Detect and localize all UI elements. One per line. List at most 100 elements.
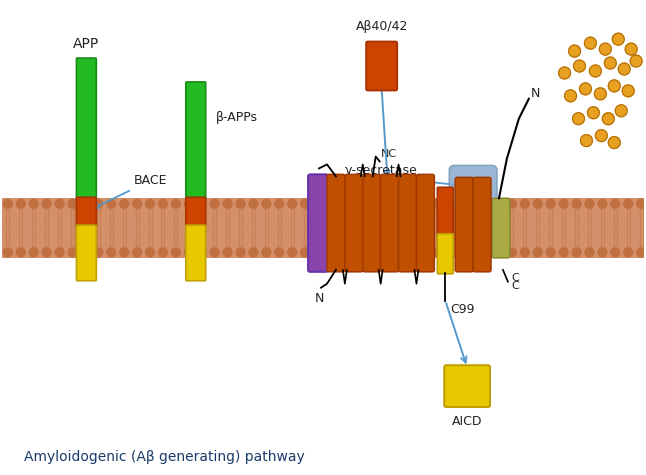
Circle shape [107,199,116,208]
Circle shape [378,248,387,257]
Circle shape [223,199,232,208]
Circle shape [326,199,335,208]
Circle shape [171,199,180,208]
Circle shape [184,248,193,257]
FancyBboxPatch shape [76,58,96,199]
Circle shape [559,67,570,79]
Circle shape [391,248,400,257]
Circle shape [507,248,516,257]
Circle shape [132,248,141,257]
Circle shape [572,199,581,208]
Circle shape [609,137,620,149]
Circle shape [145,199,154,208]
Circle shape [637,248,645,257]
Circle shape [262,199,271,208]
Circle shape [365,199,374,208]
Circle shape [55,199,64,208]
Circle shape [609,80,620,92]
Circle shape [594,88,607,100]
Circle shape [223,248,232,257]
Circle shape [184,199,193,208]
Circle shape [611,248,620,257]
Circle shape [622,85,634,97]
Circle shape [29,248,38,257]
Circle shape [42,199,51,208]
Circle shape [391,199,400,208]
Circle shape [618,63,630,75]
Text: N: N [315,292,324,304]
Circle shape [565,90,576,102]
Text: C99: C99 [450,303,475,315]
FancyBboxPatch shape [380,174,399,272]
Text: NC: NC [380,150,397,160]
Circle shape [455,199,464,208]
Circle shape [443,199,452,208]
Text: AICD: AICD [452,415,483,428]
Circle shape [287,248,297,257]
Circle shape [326,248,335,257]
Circle shape [520,199,529,208]
Text: Aβ40/42: Aβ40/42 [355,20,408,33]
Text: γ-secretase: γ-secretase [345,164,417,177]
Text: N: N [531,87,540,100]
Circle shape [417,248,426,257]
Circle shape [107,248,116,257]
Circle shape [197,248,206,257]
Circle shape [589,65,601,77]
FancyBboxPatch shape [76,225,96,281]
Circle shape [171,248,180,257]
Circle shape [494,248,503,257]
Circle shape [275,199,284,208]
Circle shape [611,199,620,208]
Circle shape [574,60,585,72]
Circle shape [68,248,77,257]
Circle shape [615,105,627,117]
FancyBboxPatch shape [327,174,345,272]
Circle shape [275,248,284,257]
Circle shape [120,248,129,257]
Circle shape [585,37,596,49]
Circle shape [507,199,516,208]
Circle shape [404,199,413,208]
Circle shape [210,248,219,257]
Circle shape [602,113,614,124]
FancyBboxPatch shape [473,177,491,272]
FancyBboxPatch shape [186,197,205,227]
FancyBboxPatch shape [363,174,380,272]
Circle shape [81,248,90,257]
Circle shape [197,199,206,208]
Circle shape [262,248,271,257]
Circle shape [625,43,637,55]
Circle shape [598,248,607,257]
Circle shape [443,248,452,257]
Circle shape [404,248,413,257]
Circle shape [572,248,581,257]
Circle shape [585,248,594,257]
Circle shape [599,43,611,55]
Circle shape [568,45,581,57]
Circle shape [520,248,529,257]
Circle shape [559,248,568,257]
Circle shape [236,199,245,208]
Circle shape [559,199,568,208]
Circle shape [287,199,297,208]
Circle shape [546,199,555,208]
Circle shape [16,248,25,257]
Circle shape [624,199,632,208]
Circle shape [365,248,374,257]
Circle shape [249,199,258,208]
Circle shape [494,199,503,208]
Circle shape [430,199,439,208]
Circle shape [455,248,464,257]
Text: APP: APP [73,37,99,51]
FancyBboxPatch shape [186,82,205,199]
Circle shape [378,199,387,208]
FancyBboxPatch shape [492,198,510,258]
Text: β-APPs: β-APPs [216,111,258,124]
Circle shape [468,199,477,208]
Circle shape [313,248,322,257]
Circle shape [55,248,64,257]
FancyBboxPatch shape [186,225,205,281]
Circle shape [210,199,219,208]
Circle shape [29,199,38,208]
